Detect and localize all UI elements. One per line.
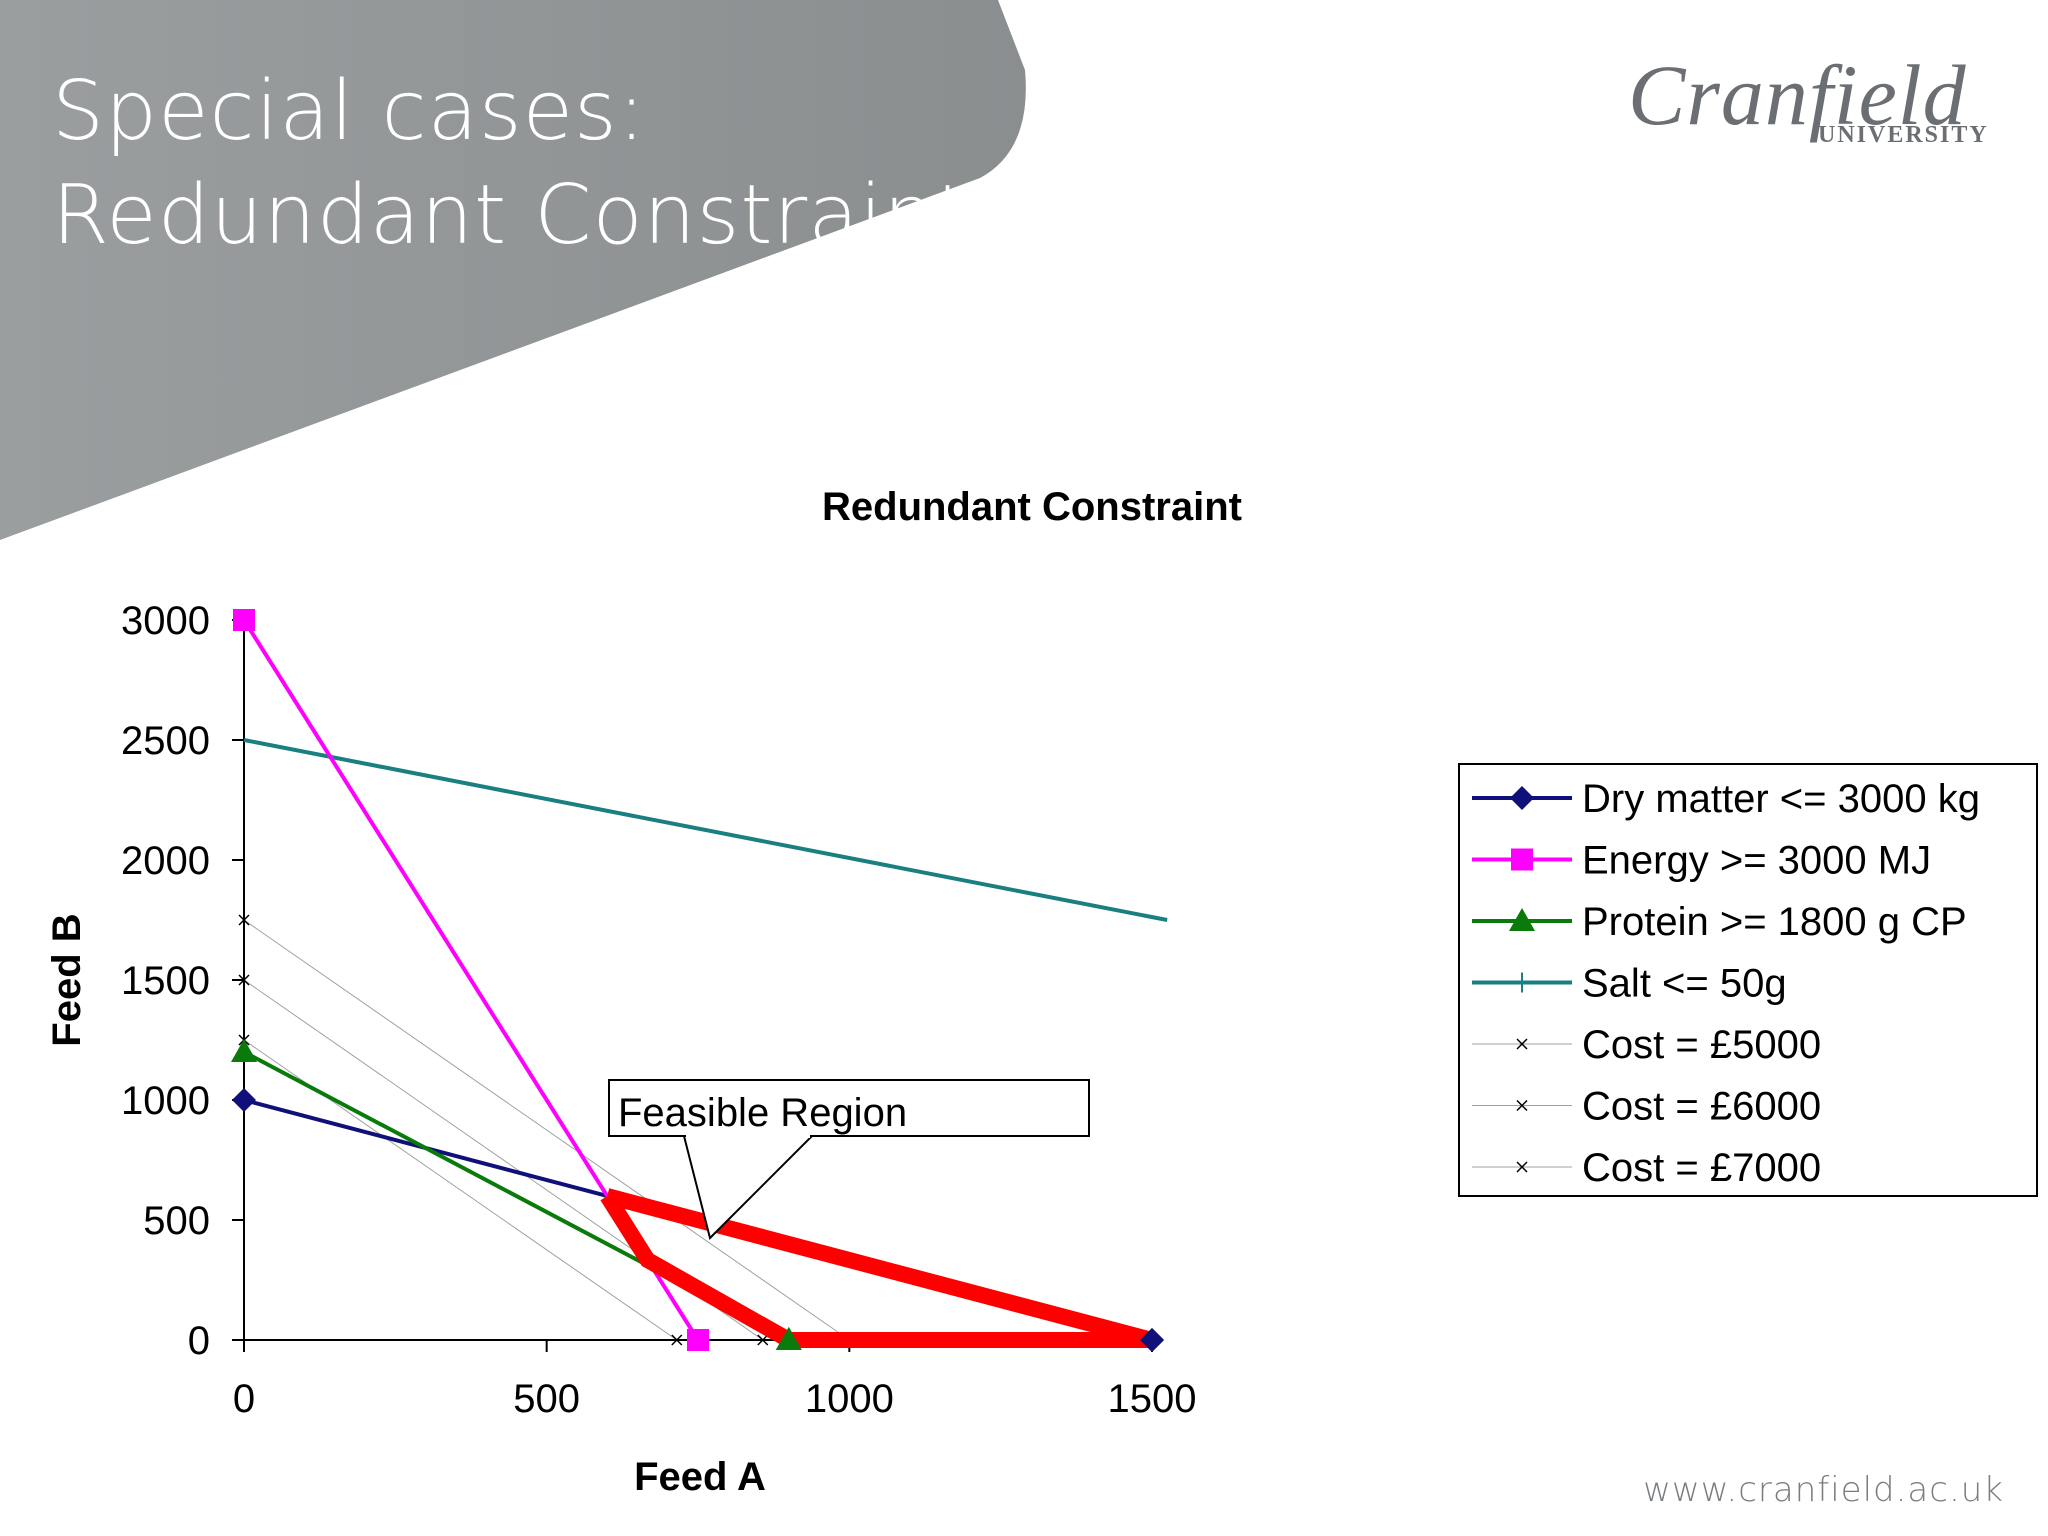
logo-subtitle: UNIVERSITY (1818, 122, 1989, 148)
data-point (775, 1327, 802, 1350)
y-tick-label: 3000 (121, 599, 210, 643)
legend-item: Energy >= 3000 MJ (1472, 839, 1931, 883)
x-tick-label: 500 (513, 1377, 580, 1421)
legend-label: Protein >= 1800 g CP (1582, 900, 1967, 944)
callout-text: Feasible Region (618, 1091, 907, 1135)
data-point (757, 1334, 769, 1346)
slide-title-line2: Redundant Constraint (52, 168, 970, 263)
legend-marker (1510, 786, 1534, 810)
legend-marker (1516, 1161, 1528, 1173)
series-line (243, 919, 850, 1341)
feasible-region-outline (600, 1188, 1155, 1348)
legend-box (1458, 763, 2038, 1197)
chart-title: Redundant Constraint (822, 485, 1242, 529)
y-tick-label: 500 (143, 1199, 210, 1243)
feasible-region-callout: Feasible Region (608, 1079, 1090, 1240)
x-tick-label: 1000 (805, 1377, 894, 1421)
legend-marker (1509, 908, 1535, 931)
legend-marker (1512, 972, 1532, 993)
chart-legend: Dry matter <= 3000 kg Energy >= 3000 MJ Pr… (1458, 763, 2038, 1197)
slide-title-line1: Special cases: (52, 64, 647, 159)
y-tick-label: 1500 (121, 959, 210, 1003)
logo-name: Cranfield (1628, 47, 1967, 143)
y-axis-label: Feed B (45, 913, 89, 1046)
legend-label: Salt <= 50g (1582, 962, 1787, 1006)
x-axis-label: Feed A (634, 1455, 766, 1499)
y-tick-label: 0 (188, 1319, 210, 1363)
legend-marker (1516, 1099, 1528, 1112)
title-banner (0, 0, 1026, 540)
legend-item: Cost = £5000 (1472, 1023, 1821, 1067)
footer-url: www.cranfield.ac.uk (1643, 1470, 2004, 1510)
data-point (238, 914, 250, 926)
y-tick-label: 2000 (121, 839, 210, 883)
data-point (687, 1329, 709, 1351)
legend-label: Cost = £5000 (1582, 1023, 1821, 1067)
data-point (231, 1039, 257, 1062)
data-point (671, 1334, 683, 1346)
legend-label: Cost = £7000 (1582, 1146, 1821, 1190)
series-7 (238, 914, 850, 1341)
legend-item: Dry matter <= 3000 kg (1472, 777, 1980, 821)
legend-label: Dry matter <= 3000 kg (1582, 777, 1980, 821)
data-point (232, 1088, 256, 1112)
chart: Redundant Constraint 0 500 1000 1500 0 500 100… (45, 485, 2038, 1499)
x-tick-label: 0 (233, 1377, 255, 1421)
cranfield-logo: Cranfield UNIVERSITY (1628, 50, 2008, 160)
legend-label: Energy >= 3000 MJ (1582, 839, 1931, 883)
legend-item: Protein >= 1800 g CP (1472, 900, 1967, 944)
callout-pointer (683, 1135, 813, 1240)
legend-label: Cost = £6000 (1582, 1085, 1821, 1129)
legend-marker (1511, 848, 1533, 871)
legend-marker (1516, 1038, 1528, 1050)
data-point (238, 974, 250, 986)
legend-item: Salt <= 50g (1472, 962, 1787, 1006)
series-line (243, 738, 1168, 922)
y-tick-label: 1000 (121, 1079, 210, 1123)
chart-series (231, 609, 1168, 1352)
y-tick-label: 2500 (121, 719, 210, 763)
x-tick-label: 1500 (1108, 1377, 1197, 1421)
legend-item: Cost = £7000 (1472, 1146, 1821, 1190)
legend-item: Cost = £6000 (1472, 1085, 1821, 1129)
data-point (233, 609, 255, 631)
data-point (1140, 1328, 1164, 1352)
chart-axes: 0 500 1000 1500 0 500 1000 1500 2000 2500 3000 (121, 599, 1196, 1421)
callout-box (608, 1079, 1090, 1137)
series-4 (243, 738, 1168, 922)
slide-title: Special cases: Redundant Constraint (52, 60, 969, 268)
